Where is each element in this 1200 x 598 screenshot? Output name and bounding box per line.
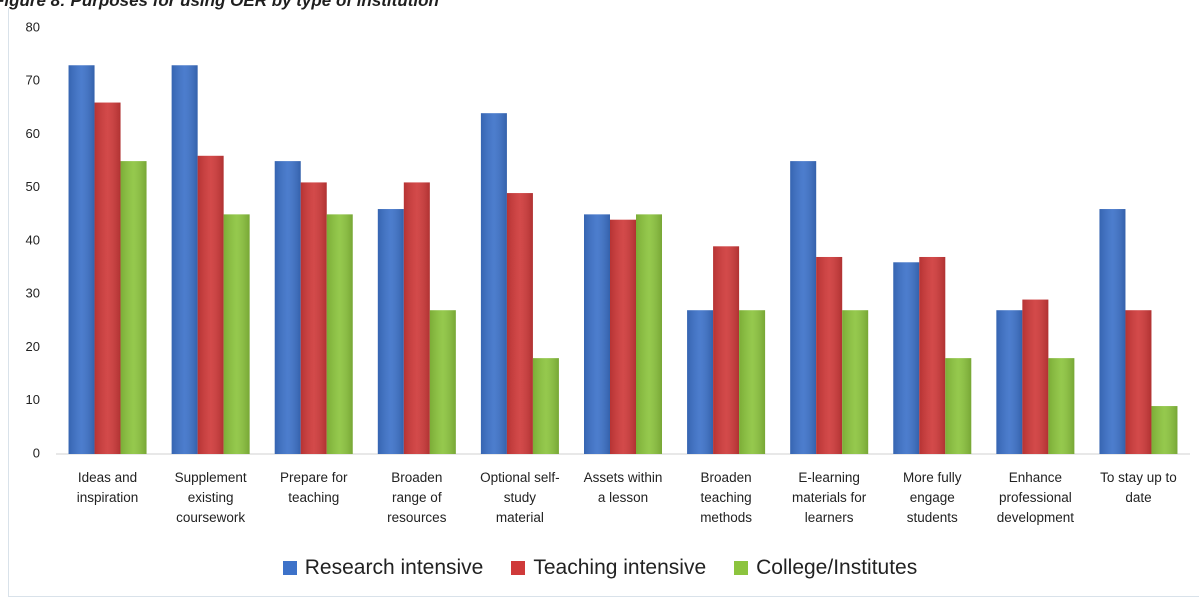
bar (68, 65, 95, 455)
x-tick-label: Supplement existing coursework (174, 470, 247, 525)
bar (919, 256, 946, 454)
bar (996, 310, 1023, 454)
bar (610, 219, 636, 454)
bar (687, 310, 714, 454)
bar (120, 161, 147, 454)
legend-swatch (734, 561, 749, 575)
bar (842, 310, 869, 454)
y-tick-label: 40 (26, 232, 40, 247)
x-tick-label: Optional self-study material (480, 470, 560, 525)
bar (636, 214, 662, 454)
legend-item: Research intensive (282, 556, 484, 580)
x-tick-label: To stay up to date (1100, 470, 1177, 505)
y-tick-label: 0 (33, 445, 40, 460)
x-tick-label: E-learning materials for learners (792, 470, 867, 525)
bar (739, 310, 766, 454)
y-tick-label: 70 (26, 73, 40, 88)
bar (790, 161, 817, 454)
bar (1099, 209, 1126, 454)
x-tick-label: Broaden teaching methods (700, 470, 752, 525)
bar (171, 65, 198, 455)
x-tick-label: Broaden range of resources (387, 470, 447, 525)
legend-label: Teaching intensive (533, 556, 707, 579)
x-tick-label: Assets within a lesson (583, 470, 663, 505)
bar (274, 161, 301, 454)
y-tick-label: 10 (26, 392, 40, 407)
bar (945, 358, 972, 454)
bar (197, 155, 224, 455)
bar (893, 262, 920, 454)
legend-item: College/Institutes (734, 556, 917, 580)
bar (300, 182, 327, 455)
bar (403, 182, 430, 455)
legend-item: Teaching intensive (511, 556, 706, 580)
bar (1022, 299, 1049, 454)
bar (506, 193, 533, 454)
y-tick-label: 50 (26, 179, 40, 194)
bar (1151, 406, 1178, 454)
y-tick-label: 80 (26, 19, 40, 34)
legend-swatch (511, 561, 526, 575)
chart-title: Figure 8: Purposes for using OER by type… (0, 0, 439, 10)
bar (429, 310, 456, 454)
y-tick-label: 30 (26, 286, 40, 301)
legend: Research intensive Teaching intensive Coll… (0, 556, 1200, 580)
y-tick-label: 60 (26, 126, 40, 141)
bar (1125, 310, 1152, 454)
bar (816, 256, 843, 454)
chart-frame (8, 8, 1199, 597)
bar (94, 102, 121, 455)
bar (713, 246, 740, 454)
bar (377, 209, 404, 454)
legend-label: College/Institutes (756, 556, 918, 579)
bar (532, 358, 559, 454)
bar (584, 214, 610, 454)
bar (1048, 358, 1075, 454)
x-tick-label: Enhance professional development (996, 470, 1075, 525)
legend-label: Research intensive (304, 556, 484, 579)
bar (223, 214, 250, 454)
bar (480, 113, 507, 454)
x-tick-label: Prepare for teaching (279, 470, 348, 505)
bar (326, 214, 353, 454)
x-tick-label: Ideas and inspiration (76, 470, 139, 505)
y-tick-label: 20 (26, 339, 40, 354)
legend-swatch (282, 561, 297, 575)
x-tick-label: More fully engage students (903, 470, 962, 525)
